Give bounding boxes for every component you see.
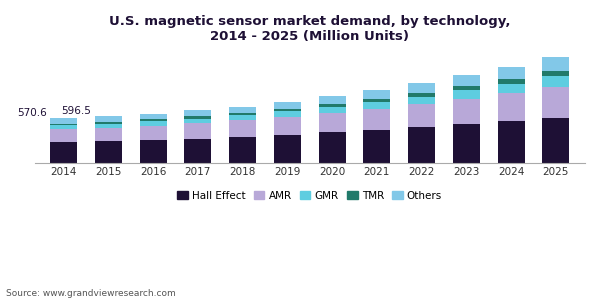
- Bar: [319, 107, 346, 113]
- Bar: [229, 113, 256, 115]
- Bar: [229, 120, 256, 137]
- Text: 570.6: 570.6: [17, 108, 47, 118]
- Bar: [50, 124, 77, 125]
- Bar: [140, 114, 167, 119]
- Bar: [50, 118, 77, 124]
- Bar: [50, 142, 77, 163]
- Bar: [184, 110, 211, 116]
- Bar: [408, 104, 435, 127]
- Bar: [498, 93, 524, 121]
- Bar: [498, 79, 524, 84]
- Bar: [542, 76, 569, 87]
- Bar: [364, 90, 391, 99]
- Legend: Hall Effect, AMR, GMR, TMR, Others: Hall Effect, AMR, GMR, TMR, Others: [173, 187, 446, 205]
- Bar: [140, 119, 167, 121]
- Bar: [498, 84, 524, 93]
- Bar: [319, 96, 346, 104]
- Bar: [408, 93, 435, 97]
- Bar: [184, 123, 211, 139]
- Bar: [453, 75, 480, 86]
- Bar: [408, 83, 435, 93]
- Bar: [184, 116, 211, 119]
- Bar: [229, 115, 256, 120]
- Bar: [319, 132, 346, 163]
- Bar: [274, 134, 301, 163]
- Title: U.S. magnetic sensor market demand, by technology,
2014 - 2025 (Million Units): U.S. magnetic sensor market demand, by t…: [109, 15, 511, 43]
- Bar: [364, 102, 391, 109]
- Bar: [95, 141, 122, 163]
- Bar: [364, 130, 391, 163]
- Bar: [274, 111, 301, 117]
- Bar: [542, 87, 569, 118]
- Bar: [95, 124, 122, 128]
- Bar: [498, 121, 524, 163]
- Bar: [408, 97, 435, 104]
- Bar: [140, 140, 167, 163]
- Bar: [274, 117, 301, 134]
- Bar: [140, 126, 167, 140]
- Bar: [453, 86, 480, 91]
- Bar: [184, 118, 211, 123]
- Bar: [50, 129, 77, 142]
- Bar: [95, 116, 122, 122]
- Bar: [453, 99, 480, 124]
- Bar: [50, 125, 77, 129]
- Bar: [95, 122, 122, 124]
- Bar: [319, 113, 346, 132]
- Bar: [184, 139, 211, 163]
- Bar: [542, 57, 569, 71]
- Bar: [542, 118, 569, 163]
- Bar: [364, 109, 391, 130]
- Bar: [274, 109, 301, 111]
- Text: Source: www.grandviewresearch.com: Source: www.grandviewresearch.com: [6, 290, 176, 298]
- Bar: [274, 102, 301, 109]
- Bar: [542, 71, 569, 76]
- Bar: [498, 67, 524, 79]
- Text: 596.5: 596.5: [62, 106, 91, 116]
- Bar: [408, 127, 435, 163]
- Bar: [453, 91, 480, 99]
- Bar: [229, 106, 256, 113]
- Bar: [319, 104, 346, 107]
- Bar: [229, 137, 256, 163]
- Bar: [95, 128, 122, 141]
- Bar: [453, 124, 480, 163]
- Bar: [140, 121, 167, 126]
- Bar: [364, 99, 391, 102]
